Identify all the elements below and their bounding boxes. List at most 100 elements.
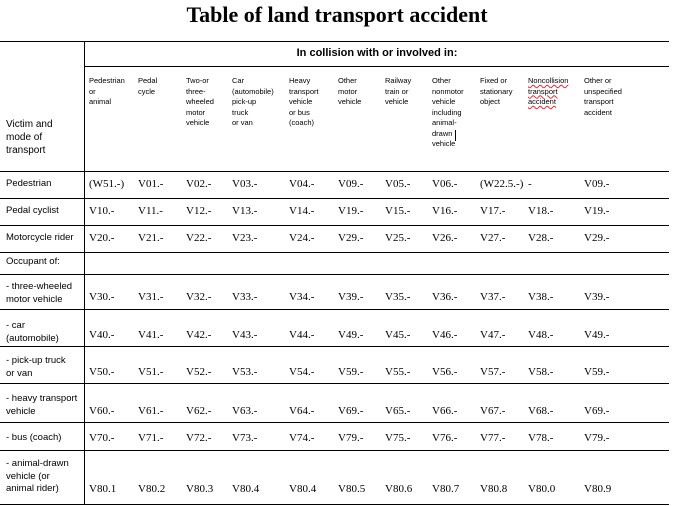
table-cell: V80.8 [480,483,508,495]
table-cell: V39.- [584,291,610,303]
table-cell: V55.- [385,366,411,378]
column-header: Other nonmotor vehicle including animal-… [432,76,464,148]
table-cell: (W22.5.-) [480,178,524,190]
table-cell: V25.- [385,232,411,244]
column-header: Two-or three- wheeled motor vehicle [186,76,214,127]
table-cell: V06.- [432,178,458,190]
table-cell: V31.- [138,291,164,303]
table-cell: V79.- [338,432,364,444]
table-cell: V67.- [480,405,506,417]
row-label: Motorcycle rider [6,232,74,243]
column-header: Pedal cycle [138,76,158,96]
row-label: - three-wheeled motor vehicle [6,281,73,305]
table-cell: V04.- [289,178,315,190]
column-header: Other or unspecified transport accident [584,76,622,117]
table-cell: V45.- [385,329,411,341]
table-rule [0,252,669,253]
table-cell: V76.- [432,432,458,444]
table-cell: V46.- [432,329,458,341]
table-cell: V80.1 [89,483,117,495]
table-cell: V52.- [186,366,212,378]
table-cell: V19.- [338,205,364,217]
table-cell: V49.- [338,329,364,341]
table-cell: V02.- [186,178,212,190]
column-header: Fixed or stationary object [480,76,513,106]
column-header: Heavy transport vehicle or bus (coach) [289,76,319,127]
table-cell: V09.- [584,178,610,190]
table-rule [0,274,669,275]
table-cell: V79.- [584,432,610,444]
table-cell: V23.- [232,232,258,244]
table-rule [0,171,669,172]
table-rule [0,504,669,505]
table-cell: V15.- [385,205,411,217]
table-cell: V30.- [89,291,115,303]
table-cell: V21.- [138,232,164,244]
table-cell: V78.- [528,432,554,444]
table-cell: V54.- [289,366,315,378]
table-cell: V59.- [584,366,610,378]
table-rule [0,309,669,310]
page-title: Table of land transport accident [186,2,488,27]
column-header: Other motor vehicle [338,76,362,106]
table-cell: V44.- [289,329,315,341]
row-label: Occupant of: [6,256,60,267]
row-label: - heavy transport vehicle [6,393,78,417]
table-cell: V14.- [289,205,315,217]
table-cell: V29.- [338,232,364,244]
table-cell: V29.- [584,232,610,244]
table-cell: V24.- [289,232,315,244]
row-label: - bus (coach) [6,432,62,443]
table-cell: V53.- [232,366,258,378]
row-label: - car (automobile) [6,320,59,344]
table-cell: V59.- [338,366,364,378]
table-cell: V26.- [432,232,458,244]
row-label: - animal-drawn vehicle (or animal rider) [6,458,69,494]
row-label: Pedal cyclist [6,205,59,216]
table-cell: V39.- [338,291,364,303]
table-cell: V68.- [528,405,554,417]
table-cell: V09.- [338,178,364,190]
victim-header: Victim and mode of transport [6,119,53,156]
table-cell: V56.- [432,366,458,378]
table-cell: V61.- [138,405,164,417]
table-cell: V57.- [480,366,506,378]
row-label: Pedestrian [6,178,52,189]
table-cell: V80.9 [584,483,612,495]
table-cell: V80.2 [138,483,166,495]
table-cell: V11.- [138,205,163,217]
table-cell: V80.4 [232,483,260,495]
table-rule [0,383,669,384]
table-rule [0,450,669,451]
table-cell: V47.- [480,329,506,341]
column-header: Car (automobile) pick-up truck or van [232,76,274,127]
table-cell: V10.- [89,205,115,217]
table-cell: V80.3 [186,483,214,495]
table-cell: V43.- [232,329,258,341]
table-cell: V66.- [432,405,458,417]
table-cell: V19.- [584,205,610,217]
column-header: Noncollision transport accident [528,76,569,106]
table-cell: V62.- [186,405,212,417]
table-cell: V64.- [289,405,315,417]
table-cell: V72.- [186,432,212,444]
table-rule [0,346,669,347]
table-cell: V05.- [385,178,411,190]
table-cell: V80.7 [432,483,460,495]
column-header: Pedestrian or animal [89,76,125,106]
table-cell: V75.- [385,432,411,444]
table-cell: V16.- [432,205,458,217]
table-cell: V48.- [528,329,554,341]
table-cell: V80.0 [528,483,556,495]
group-header: In collision with or involved in: [296,47,458,59]
table-cell: V22.- [186,232,212,244]
table-cell: V27.- [480,232,506,244]
text-cursor [455,130,456,141]
table-cell: V80.6 [385,483,413,495]
table-cell: V03.- [232,178,258,190]
table-rule [0,198,669,199]
table-cell: V01.- [138,178,164,190]
table-cell: V37.- [480,291,506,303]
table-cell: V80.4 [289,483,317,495]
table-rule [0,225,669,226]
